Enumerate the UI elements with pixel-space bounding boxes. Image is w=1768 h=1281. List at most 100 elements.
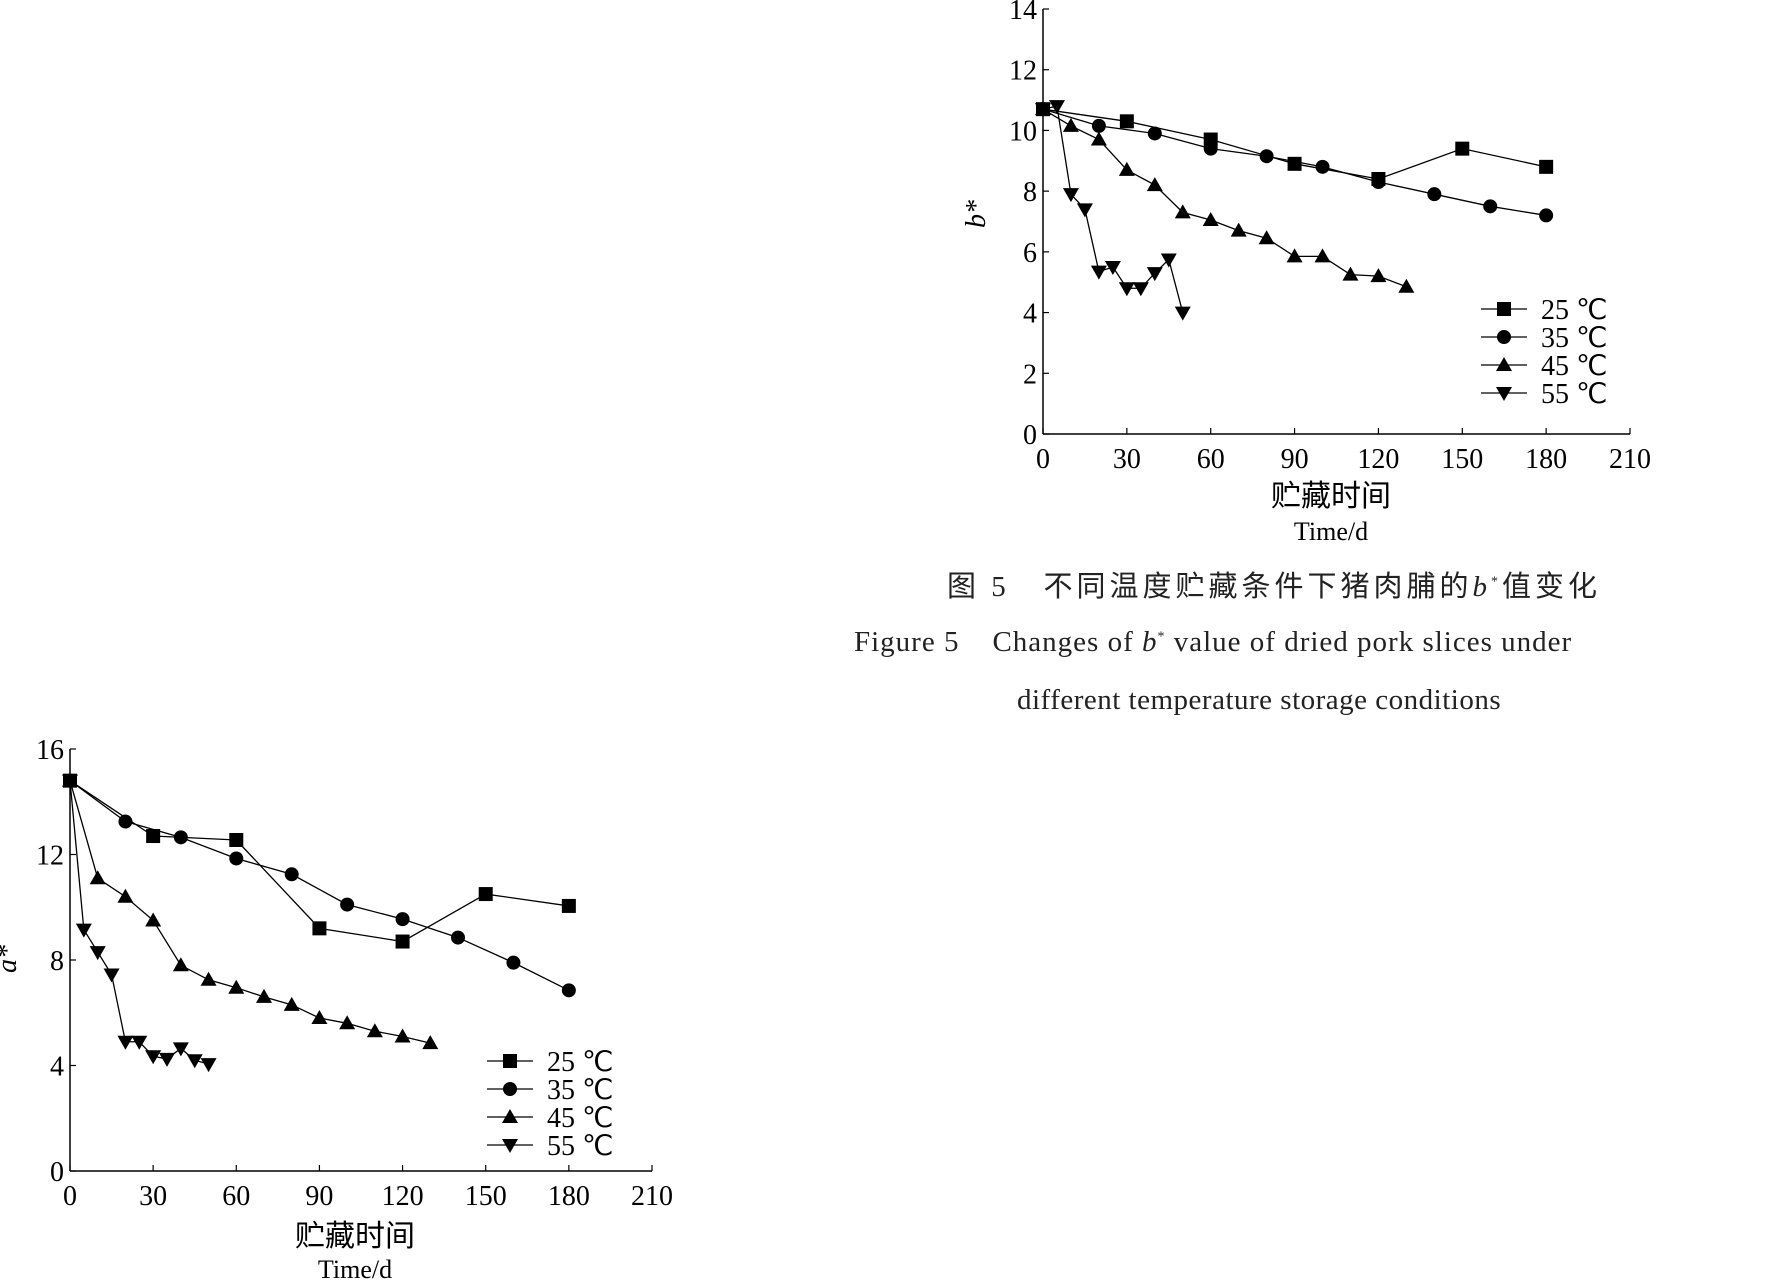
series-circle	[63, 773, 576, 998]
data-point	[1174, 306, 1191, 321]
data-point	[89, 870, 106, 885]
y-tick-label: 6	[1023, 238, 1037, 269]
caption-en-text2: value of dried pork slices under	[1173, 626, 1573, 658]
data-point	[173, 830, 188, 845]
chart-b: 0 30 60 90 120 150 180 210 0 2 4 6 8 10 12 14 b* 贮藏时间 Time…	[961, 0, 1651, 546]
data-point	[1258, 230, 1275, 245]
y-tick-label: 14	[1009, 0, 1037, 26]
data-point	[186, 1054, 203, 1069]
data-point	[312, 921, 327, 936]
data-point	[478, 887, 493, 902]
caption-en-line1: Figure 5 Changes of b* value of dried po…	[854, 626, 1572, 659]
series-square	[1036, 102, 1554, 186]
y-tick-label: 0	[1023, 420, 1037, 451]
data-point	[340, 897, 355, 912]
y-tick-label: 10	[1009, 116, 1037, 147]
series-line	[69, 780, 569, 943]
data-point	[284, 867, 299, 882]
series-triangle-down	[62, 774, 217, 1073]
data-point	[1118, 161, 1135, 176]
data-point	[1160, 253, 1177, 268]
data-point	[1035, 103, 1051, 118]
data-point	[1539, 159, 1554, 174]
series-triangle-up	[62, 772, 439, 1050]
data-point	[172, 957, 189, 972]
y-tick-label: 2	[1023, 359, 1037, 390]
data-point	[229, 832, 244, 847]
legend-marker	[1497, 330, 1511, 344]
data-point	[229, 851, 244, 866]
series-triangle-down	[1035, 100, 1191, 321]
y-tick-label: 4	[1023, 299, 1037, 330]
data-point	[1090, 265, 1107, 280]
y-tick-label: 4	[50, 1052, 64, 1083]
data-point	[1286, 248, 1303, 263]
caption-en-var: b	[1142, 626, 1158, 658]
data-point	[1230, 222, 1247, 237]
data-point	[172, 1042, 189, 1057]
x-tick-label: 120	[1357, 444, 1399, 475]
legend-marker	[503, 1054, 517, 1068]
x-tick-label: 60	[222, 1181, 250, 1212]
data-point	[62, 774, 78, 789]
y-tick-label: 12	[1009, 56, 1037, 87]
legend-marker	[1497, 302, 1511, 316]
data-point	[422, 1035, 439, 1050]
x-tick-label: 180	[548, 1181, 590, 1212]
series-square	[63, 773, 576, 949]
x-tick-label: 30	[139, 1181, 167, 1212]
y-tick-label: 12	[36, 841, 64, 872]
x-tick-label: 120	[382, 1181, 424, 1212]
data-point	[256, 988, 272, 1003]
data-point	[1483, 199, 1498, 214]
legend-label: 45 ℃	[547, 1103, 613, 1134]
x-tick-label: 0	[63, 1181, 77, 1212]
x-axis-label-cn: 贮藏时间	[1271, 479, 1391, 514]
data-point	[118, 814, 133, 829]
x-axis-label-en: Time/d	[1294, 517, 1368, 546]
series-triangle-up	[1035, 101, 1415, 293]
data-point	[1342, 266, 1359, 281]
x-tick-label: 210	[1609, 444, 1651, 475]
data-point	[395, 934, 410, 949]
legend-label: 55 ℃	[1541, 379, 1607, 410]
series-line	[1042, 108, 1547, 217]
y-tick-label: 16	[36, 735, 64, 766]
x-axis-label-en: Time/d	[318, 1255, 392, 1281]
caption-en-prefix: Figure 5	[854, 626, 960, 658]
data-point	[506, 955, 521, 970]
data-point	[1203, 141, 1218, 156]
data-point	[283, 996, 300, 1011]
x-tick-label: 90	[1281, 444, 1309, 475]
y-axis-label: a*	[0, 945, 23, 973]
data-point	[1314, 248, 1331, 263]
series-line	[69, 780, 570, 991]
data-point	[228, 979, 245, 994]
y-tick-label: 8	[1023, 177, 1037, 208]
caption-cn-suffix: 值变化	[1502, 571, 1602, 603]
data-point	[366, 1023, 383, 1038]
data-point	[451, 930, 465, 945]
legend-marker	[502, 1139, 518, 1153]
data-point	[131, 1035, 148, 1050]
data-point	[1119, 114, 1134, 129]
data-point	[1091, 118, 1106, 133]
legend-marker	[1496, 357, 1512, 371]
x-tick-label: 180	[1525, 444, 1567, 475]
data-point	[1104, 261, 1121, 276]
legend-marker	[503, 1082, 517, 1096]
data-point	[1371, 175, 1386, 190]
y-tick-label: 0	[50, 1157, 64, 1188]
legend-label: 45 ℃	[1541, 351, 1607, 382]
data-point	[1048, 100, 1065, 115]
data-point	[1090, 131, 1107, 146]
x-tick-label: 30	[1113, 444, 1141, 475]
legend-label: 35 ℃	[547, 1075, 613, 1106]
data-point	[200, 971, 217, 986]
caption-cn-var: b	[1472, 571, 1492, 603]
data-point	[1118, 282, 1135, 297]
x-tick-label: 90	[305, 1181, 333, 1212]
data-point	[103, 968, 120, 983]
legend-label: 25 ℃	[547, 1047, 613, 1078]
